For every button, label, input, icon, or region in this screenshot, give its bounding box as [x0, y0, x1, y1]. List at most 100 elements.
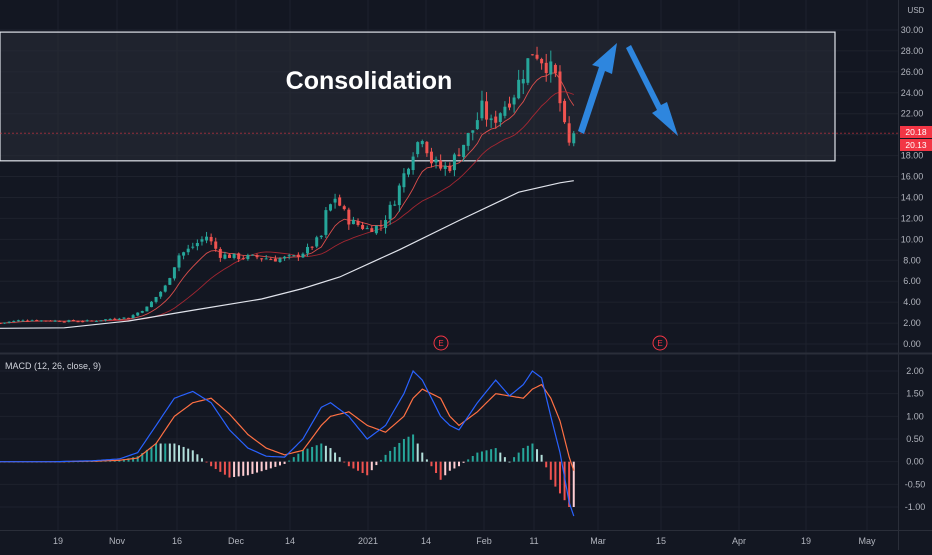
candle-body: [113, 318, 117, 320]
candle-body: [264, 258, 268, 260]
candle-body: [507, 103, 511, 108]
earnings-marker[interactable]: E: [652, 335, 668, 351]
macd-tick-label: -1.00: [905, 502, 926, 512]
macd-histogram-bar: [237, 461, 240, 477]
macd-histogram-bar: [467, 459, 470, 462]
candle-body: [338, 197, 342, 206]
macd-histogram-bar: [256, 461, 259, 473]
macd-histogram-bar: [366, 461, 369, 476]
macd-histogram-bar: [132, 457, 135, 462]
candle-body: [228, 254, 231, 258]
date-tick-label: 14: [421, 536, 431, 546]
candle-body: [333, 198, 337, 203]
macd-histogram-bar: [453, 461, 456, 469]
currency-label: USD: [908, 6, 925, 15]
macd-histogram-bar: [118, 460, 121, 462]
candle-body: [168, 278, 172, 285]
macd-histogram-bar: [159, 443, 162, 462]
macd-tick-label: 1.50: [906, 389, 924, 399]
down-arrow-drawing[interactable]: [626, 45, 678, 136]
time-axis[interactable]: 19 Nov 16 Dec 14 2021 14 Feb 11 Mar 15 Apr 19 May: [53, 536, 876, 546]
candle-body: [342, 206, 346, 210]
consolidation-box[interactable]: [0, 31, 836, 162]
date-tick-label: May: [858, 536, 876, 546]
price-tick-label: 24.00: [901, 88, 924, 98]
date-tick-label: Nov: [109, 536, 126, 546]
macd-histogram-bar: [329, 448, 332, 462]
candle-body: [159, 291, 163, 297]
candle-body: [53, 320, 57, 322]
candle-body: [306, 246, 310, 254]
candle-body: [131, 315, 135, 319]
candle-body: [572, 133, 576, 144]
candle-body: [407, 168, 411, 175]
macd-histogram-bar: [141, 453, 144, 462]
macd-histogram-bar: [301, 450, 304, 462]
macd-histogram-bar: [444, 461, 447, 476]
macd-histogram-bar: [223, 461, 226, 475]
candle-body: [12, 320, 16, 322]
candle-body: [108, 318, 112, 320]
candle-body: [209, 236, 213, 242]
price-tick-label: 10.00: [901, 234, 924, 244]
price-tick-label: 22.00: [901, 109, 924, 119]
up-arrow-drawing[interactable]: [578, 43, 617, 134]
candle-body: [140, 311, 144, 313]
macd-histogram-bar: [315, 445, 318, 462]
candle-body: [154, 296, 158, 302]
macd-histogram-bar: [568, 461, 571, 507]
candle-body: [544, 62, 548, 73]
date-tick-label: Apr: [732, 536, 746, 546]
candle-body: [223, 254, 227, 259]
earnings-marker[interactable]: E: [433, 335, 449, 351]
date-tick-label: 11: [529, 536, 538, 546]
candle-body: [48, 320, 52, 322]
macd-histogram-bar: [200, 458, 203, 462]
macd-title: MACD (12, 26, close, 9): [5, 361, 101, 371]
candle-body: [7, 321, 11, 323]
macd-histogram-bar: [439, 461, 442, 480]
macd-histogram-bar: [554, 461, 557, 487]
candle-body: [512, 97, 516, 105]
candle-body: [526, 58, 530, 83]
macd-histogram-bar: [513, 457, 516, 462]
candle-body: [498, 113, 502, 122]
macd-scale[interactable]: 2.00 1.50 1.00 0.50 0.00 -0.50 -1.00: [905, 366, 926, 512]
macd-histogram-bar: [274, 461, 277, 467]
candle-body: [420, 140, 424, 145]
macd-histogram-bar: [407, 436, 410, 462]
macd-histogram-bar: [545, 461, 548, 468]
macd-histogram-bar: [503, 457, 506, 462]
macd-histogram-bar: [508, 461, 511, 463]
candle-body: [149, 301, 153, 308]
macd-histogram-bar: [164, 443, 167, 462]
candle-body: [397, 185, 401, 206]
macd-histogram-bar: [425, 459, 428, 462]
candle-body: [361, 224, 365, 229]
macd-histogram-bar: [361, 461, 364, 473]
svg-text:E: E: [438, 339, 443, 348]
ma-long-line: [0, 180, 574, 329]
candle-body: [122, 317, 126, 319]
macd-histogram-bar: [421, 452, 424, 462]
price-tick-label: 8.00: [903, 255, 921, 265]
macd-histogram-bar: [458, 461, 460, 467]
macd-tick-label: 1.00: [906, 411, 924, 421]
candle-body: [30, 320, 34, 322]
candle-body: [310, 246, 314, 248]
candle-body: [0, 323, 2, 325]
date-tick-label: 14: [285, 536, 295, 546]
macd-histogram-bar: [462, 461, 465, 463]
macd-histogram-bar: [191, 450, 194, 462]
macd-histogram-bar: [480, 451, 483, 462]
candle-body: [58, 320, 62, 322]
macd-histogram-bar: [127, 458, 130, 462]
date-tick-label: Dec: [228, 536, 245, 546]
candle-body: [535, 54, 539, 59]
macd-tick-label: 0.50: [906, 434, 924, 444]
macd-histogram-bar: [338, 457, 341, 462]
macd-histogram-bar: [379, 459, 382, 462]
candle-body: [549, 61, 553, 75]
candle-body: [232, 253, 236, 258]
